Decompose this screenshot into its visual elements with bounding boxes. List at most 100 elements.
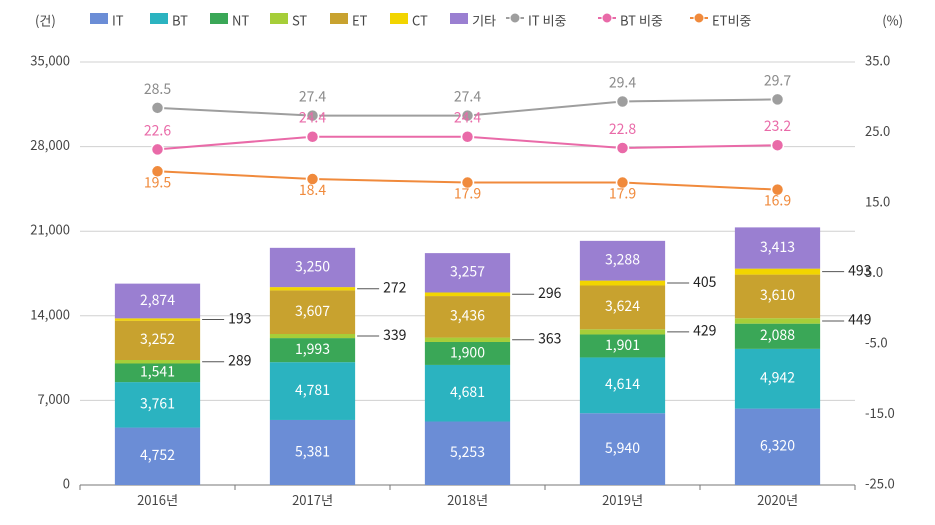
bar-value-outside: 272 [383,278,407,298]
x-category: 2020년 [757,490,798,509]
right-tick: -25.0 [865,474,895,493]
legend-swatch-it [90,13,108,24]
bar-value-outside: 363 [538,329,561,349]
left-tick: 7,000 [38,389,70,408]
bar-value: 3,624 [605,296,640,316]
line-value: 17.9 [454,184,481,204]
legend-label-et_ratio: ET비중 [712,11,751,30]
legend-label-nt: NT [232,11,249,30]
bar-value: 3,257 [450,262,485,282]
bar-value: 3,436 [450,306,485,326]
bar-value: 1,900 [450,342,485,362]
line-value: 29.4 [609,72,636,92]
bar-value: 5,381 [295,441,330,461]
legend-marker-bt_ratio [602,13,612,23]
bar-value: 3,252 [140,329,175,349]
bar-value-outside: 193 [228,308,251,328]
marker-it_ratio [772,93,784,105]
left-tick: 28,000 [30,135,70,154]
bar-value: 1,901 [605,335,640,355]
x-category: 2019년 [602,490,643,509]
bar-ct [115,318,200,320]
bar-value-outside: 449 [848,310,872,330]
legend-swatch-st [270,13,288,24]
bar-value: 4,614 [605,374,640,394]
legend-marker-it_ratio [510,13,520,23]
chart-container: IT BT NT ST ET CT 기타 IT 비중 BT 비중 ET비중 (건) (%) 0 7,000… [0,0,935,525]
line-value: 19.5 [144,172,171,192]
bar-value-outside: 405 [693,272,717,292]
legend-label-bt_ratio: BT 비중 [620,11,663,30]
line-value: 22.6 [144,120,171,140]
bar-value: 6,320 [760,436,795,456]
line-value: 27.4 [454,87,481,107]
legend-label-it_ratio: IT 비중 [528,11,566,30]
line-value: 23.2 [764,116,791,136]
legend-swatch-nt [210,13,228,24]
x-category: 2018년 [447,490,488,509]
bar-value: 1,541 [140,362,175,382]
right-axis-unit: (%) [882,11,903,30]
line-value: 18.4 [299,180,326,200]
bar-value: 3,610 [760,285,795,305]
marker-it_ratio [152,102,164,114]
bar-value: 5,253 [450,442,485,462]
marker-bt_ratio [462,131,474,143]
line-value: 17.9 [609,184,636,204]
bar-value: 4,752 [140,445,175,465]
bar-value-outside: 493 [848,260,871,280]
marker-bt_ratio [772,139,784,151]
bar-ct [270,287,355,290]
x-category: 2017년 [292,490,333,509]
legend-swatch-etc [450,13,468,24]
bar-value: 2,088 [760,325,795,345]
bar-ct [735,269,820,275]
x-category: 2016년 [137,490,178,509]
bar-value: 4,681 [450,382,485,402]
line-value: 24.4 [299,108,326,128]
bar-value: 4,942 [760,368,795,388]
legend-label-et: ET [352,11,368,30]
bar-st [270,334,355,338]
legend-swatch-et [330,13,348,24]
bar-value-outside: 289 [228,351,252,371]
bar-value: 5,940 [605,438,640,458]
left-tick: 35,000 [30,51,70,70]
marker-bt_ratio [152,143,164,155]
right-tick: -15.0 [865,403,895,422]
left-tick: 14,000 [30,304,70,323]
bar-st [425,338,510,342]
bar-value-outside: 429 [693,321,717,341]
bar-st [735,318,820,323]
marker-bt_ratio [307,131,319,143]
legend-swatch-bt [150,13,168,24]
right-tick: 25.0 [865,121,890,140]
right-tick: 15.0 [865,192,890,211]
legend-label-ct: CT [412,11,428,30]
legend-label-etc: 기타 [472,11,496,30]
legend-label-bt: BT [172,11,188,30]
line-value: 27.4 [299,87,326,107]
bar-value: 3,607 [295,301,330,321]
left-axis-unit: (건) [35,11,56,30]
bar-value: 3,250 [295,256,330,276]
bar-st [115,360,200,363]
bar-value: 3,288 [605,250,640,270]
bar-value: 1,993 [295,339,330,359]
line-value: 28.5 [144,79,171,99]
left-tick: 0 [63,474,70,493]
line-value: 22.8 [609,119,636,139]
bar-value-outside: 296 [538,283,562,303]
marker-bt_ratio [617,142,629,154]
bar-value: 2,874 [140,290,175,310]
legend-label-st: ST [292,11,307,30]
line-value: 16.9 [764,191,791,211]
right-tick: 35.0 [865,51,890,70]
bar-ct [425,292,510,296]
left-tick: 21,000 [30,220,70,239]
right-tick: -5.0 [865,333,888,352]
bar-ct [580,281,665,286]
bar-value: 3,413 [760,237,795,257]
legend-label-it: IT [112,11,124,30]
bar-st [580,329,665,334]
